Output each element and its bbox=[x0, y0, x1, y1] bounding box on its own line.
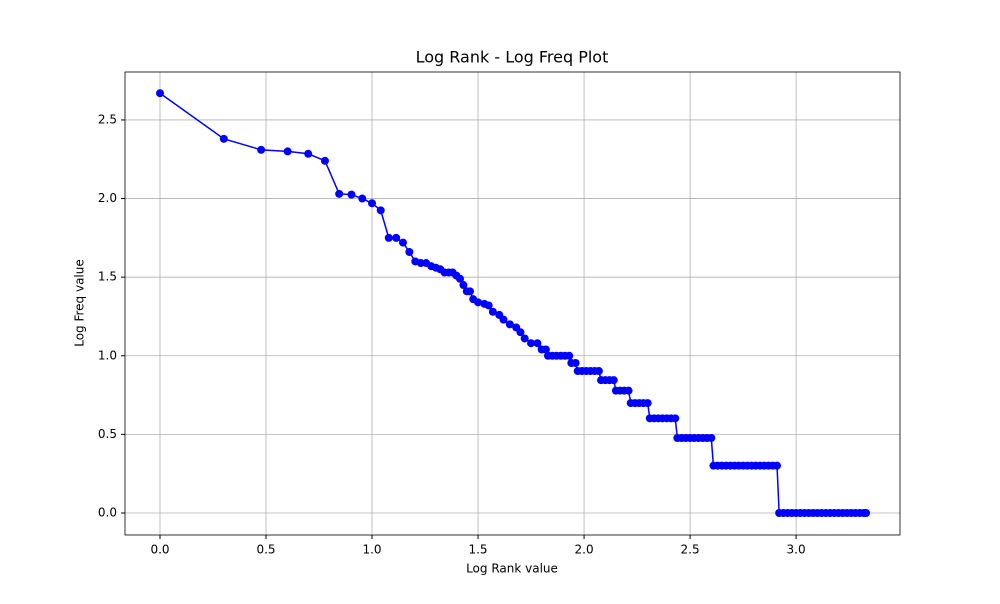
point bbox=[465, 287, 474, 296]
x-axis-label: Log Rank value bbox=[466, 562, 558, 576]
point bbox=[624, 386, 633, 395]
point bbox=[488, 307, 497, 316]
x-tick-label: 0.5 bbox=[256, 543, 275, 557]
point bbox=[368, 199, 377, 208]
point bbox=[541, 345, 550, 354]
point bbox=[474, 298, 483, 307]
point bbox=[862, 508, 871, 517]
point bbox=[219, 134, 228, 143]
point bbox=[773, 461, 782, 470]
x-tick-label: 2.5 bbox=[681, 543, 700, 557]
point bbox=[384, 233, 393, 242]
point bbox=[527, 339, 536, 348]
point bbox=[484, 301, 493, 310]
point bbox=[405, 248, 414, 257]
point bbox=[671, 414, 680, 423]
point bbox=[155, 89, 164, 98]
point bbox=[347, 190, 356, 199]
x-tick-label: 2.0 bbox=[575, 543, 594, 557]
y-tick-label: 2.0 bbox=[98, 191, 117, 205]
y-axis-label: Log Freq value bbox=[73, 259, 87, 347]
y-tick-label: 1.5 bbox=[98, 270, 117, 284]
point bbox=[533, 339, 542, 348]
point bbox=[499, 315, 508, 324]
point bbox=[398, 238, 407, 247]
point bbox=[459, 281, 468, 290]
y-tick-label: 0.0 bbox=[98, 505, 117, 519]
point bbox=[609, 376, 618, 385]
chart-title: Log Rank - Log Freq Plot bbox=[416, 48, 609, 67]
point bbox=[643, 399, 652, 408]
point bbox=[257, 145, 266, 154]
point bbox=[376, 206, 385, 215]
plot-frame bbox=[124, 71, 901, 536]
point bbox=[707, 433, 716, 442]
point bbox=[594, 367, 603, 376]
x-tick-label: 0.0 bbox=[150, 543, 169, 557]
point bbox=[516, 328, 525, 337]
point bbox=[505, 320, 514, 329]
point bbox=[456, 274, 465, 283]
point bbox=[392, 233, 401, 242]
point bbox=[320, 156, 329, 165]
point bbox=[358, 194, 367, 203]
y-tick-label: 2.5 bbox=[98, 112, 117, 126]
y-tick-label: 1.0 bbox=[98, 348, 117, 362]
x-tick-label: 3.0 bbox=[787, 543, 806, 557]
point bbox=[283, 147, 292, 156]
point bbox=[304, 149, 313, 158]
x-tick-label: 1.0 bbox=[362, 543, 381, 557]
point bbox=[565, 351, 574, 360]
point bbox=[335, 189, 344, 198]
y-tick-label: 0.5 bbox=[98, 427, 117, 441]
point bbox=[571, 359, 580, 368]
x-tick-label: 1.5 bbox=[468, 543, 487, 557]
point bbox=[520, 334, 529, 343]
